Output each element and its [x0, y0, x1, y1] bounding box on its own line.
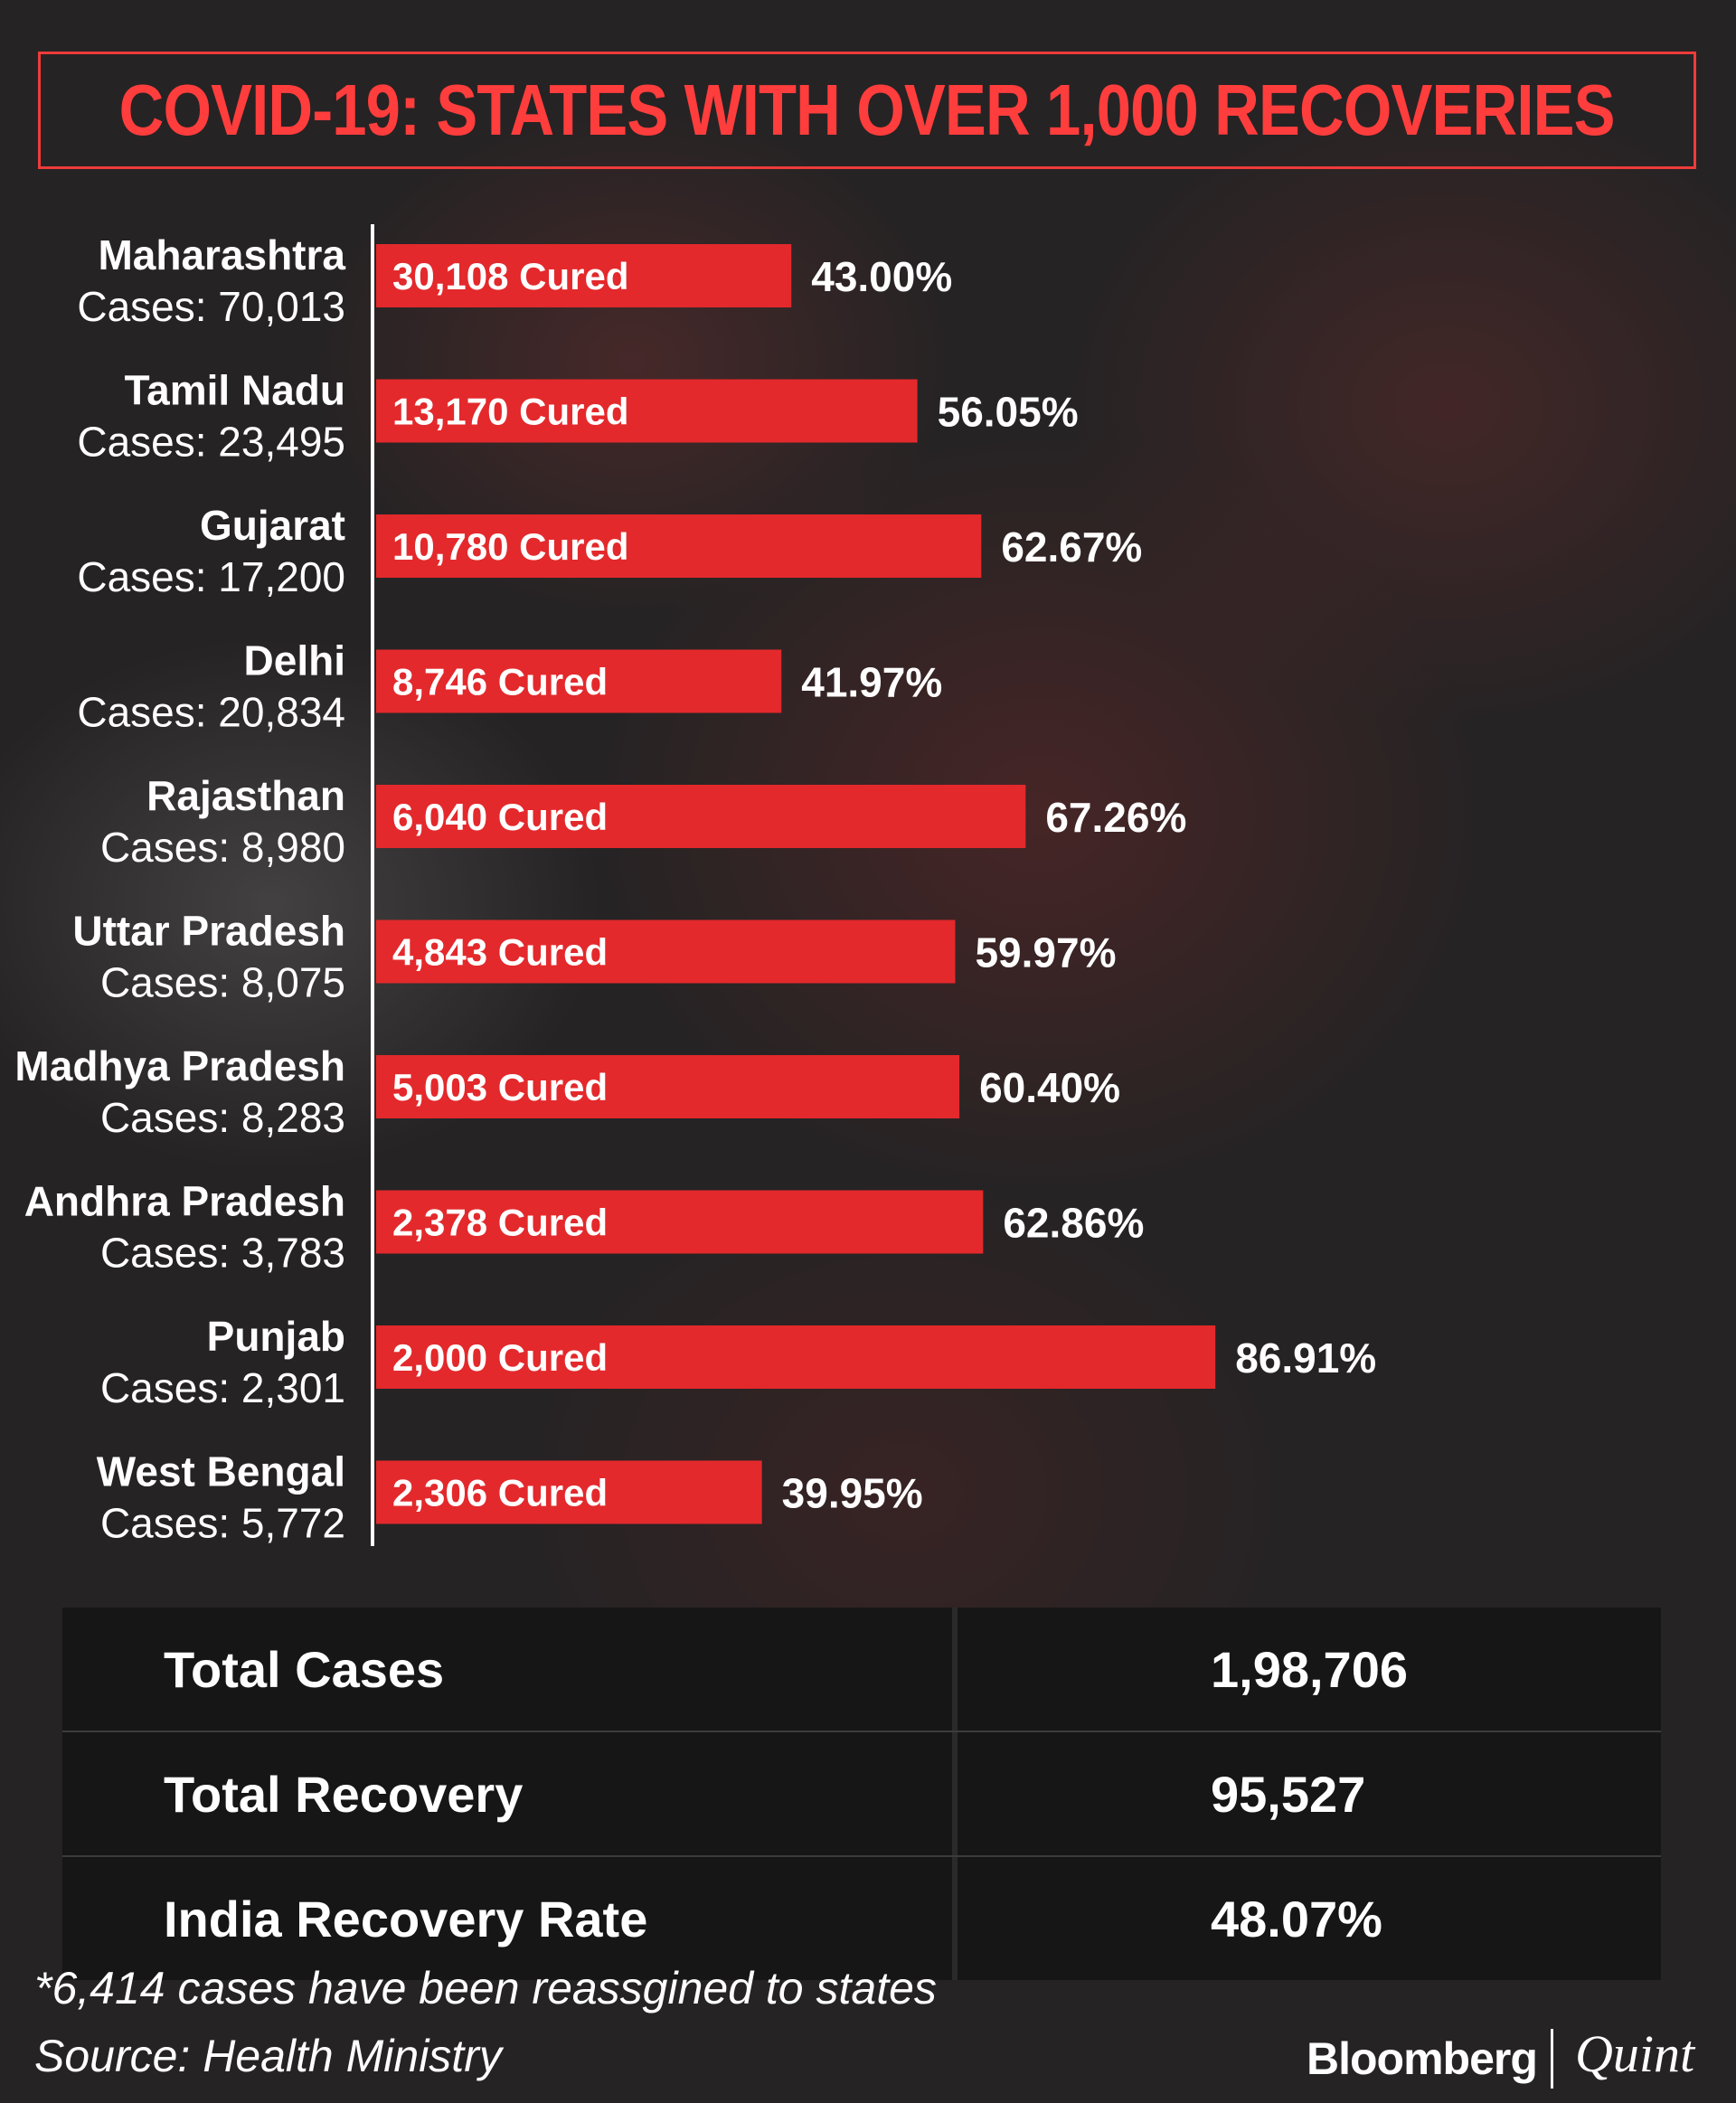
bar-cured-label: 10,780 Cured	[392, 525, 628, 568]
state-cases: Cases: 5,772	[100, 1500, 345, 1547]
bar	[376, 1055, 960, 1118]
bar	[376, 649, 782, 713]
state-name: Uttar Pradesh	[72, 908, 345, 955]
bar-percent-label: 67.26%	[1045, 794, 1186, 841]
summary-row-total-cases: Total Cases 1,98,706	[62, 1608, 1661, 1732]
bar-percent-label: 43.00%	[811, 253, 952, 300]
bar	[376, 785, 1026, 848]
state-name: Gujarat	[200, 502, 345, 549]
footnote: *6,414 cases have been reassgined to sta…	[34, 1963, 937, 2013]
bar	[376, 244, 792, 307]
state-cases: Cases: 70,013	[77, 283, 345, 330]
summary-label: India Recovery Rate	[62, 1857, 958, 1980]
bar-cured-label: 30,108 Cured	[392, 255, 628, 297]
bar	[376, 919, 956, 984]
bar-percent-label: 39.95%	[782, 1470, 923, 1517]
bloomberg-logo: Bloomberg	[1307, 2033, 1538, 2084]
title-box: COVID-19: STATES WITH OVER 1,000 RECOVER…	[38, 52, 1696, 169]
state-cases: Cases: 8,980	[100, 824, 345, 871]
state-cases: Cases: 8,075	[100, 959, 345, 1006]
state-name: Rajasthan	[146, 772, 345, 819]
bar	[376, 1460, 762, 1524]
state-name: Andhra Pradesh	[24, 1178, 345, 1225]
bar-percent-label: 86.91%	[1235, 1334, 1376, 1382]
bar-percent-label: 56.05%	[938, 389, 1079, 436]
summary-row-total-recovery: Total Recovery 95,527	[62, 1732, 1661, 1857]
bar-cured-label: 2,000 Cured	[392, 1336, 608, 1379]
state-name: Tamil Nadu	[124, 367, 345, 414]
logo-divider	[1551, 2029, 1553, 2089]
bar	[376, 1325, 1216, 1389]
state-cases: Cases: 8,283	[100, 1094, 345, 1141]
summary-label: Total Recovery	[62, 1732, 958, 1855]
bar-cured-label: 8,746 Cured	[392, 661, 608, 703]
quint-logo: Quint	[1575, 2024, 1695, 2083]
bar-cured-label: 2,378 Cured	[392, 1202, 608, 1244]
state-cases: Cases: 20,834	[77, 689, 345, 736]
summary-value: 95,527	[958, 1732, 1661, 1855]
state-cases: Cases: 23,495	[77, 419, 345, 466]
bar-cured-label: 13,170 Cured	[392, 391, 628, 433]
state-name: Punjab	[207, 1313, 345, 1360]
summary-value: 48.07%	[958, 1857, 1661, 1980]
bar-percent-label: 60.40%	[979, 1064, 1120, 1111]
bar-percent-label: 59.97%	[975, 929, 1116, 976]
bar-percent-label: 62.86%	[1003, 1200, 1144, 1247]
bar-chart: 30,108 Cured 43.00% Maharashtra Cases: 70,0…	[14, 224, 1376, 1547]
state-name: Madhya Pradesh	[14, 1042, 345, 1089]
source-note: Source: Health Ministry	[34, 2031, 502, 2081]
summary-row-recovery-rate: India Recovery Rate 48.07%	[62, 1857, 1661, 1980]
summary-value: 1,98,706	[958, 1608, 1661, 1730]
bar-cured-label: 2,306 Cured	[392, 1472, 608, 1514]
state-cases: Cases: 17,200	[77, 553, 345, 600]
state-name: Delhi	[244, 637, 345, 684]
bar-cured-label: 6,040 Cured	[392, 796, 608, 838]
state-name: Maharashtra	[98, 231, 345, 278]
state-cases: Cases: 3,783	[100, 1230, 345, 1277]
bar	[376, 379, 918, 443]
bar-percent-label: 62.67%	[1001, 523, 1142, 571]
bar-cured-label: 5,003 Cured	[392, 1066, 608, 1108]
bar-percent-label: 41.97%	[801, 659, 942, 706]
bar	[376, 1190, 984, 1254]
state-cases: Cases: 2,301	[100, 1364, 345, 1411]
summary-table: Total Cases 1,98,706 Total Recovery 95,5…	[62, 1608, 1661, 1980]
bar-cured-label: 4,843 Cured	[392, 931, 608, 974]
state-name: West Bengal	[97, 1448, 345, 1495]
summary-label: Total Cases	[62, 1608, 958, 1730]
bar	[376, 514, 982, 578]
chart-title: COVID-19: STATES WITH OVER 1,000 RECOVER…	[118, 70, 1616, 150]
